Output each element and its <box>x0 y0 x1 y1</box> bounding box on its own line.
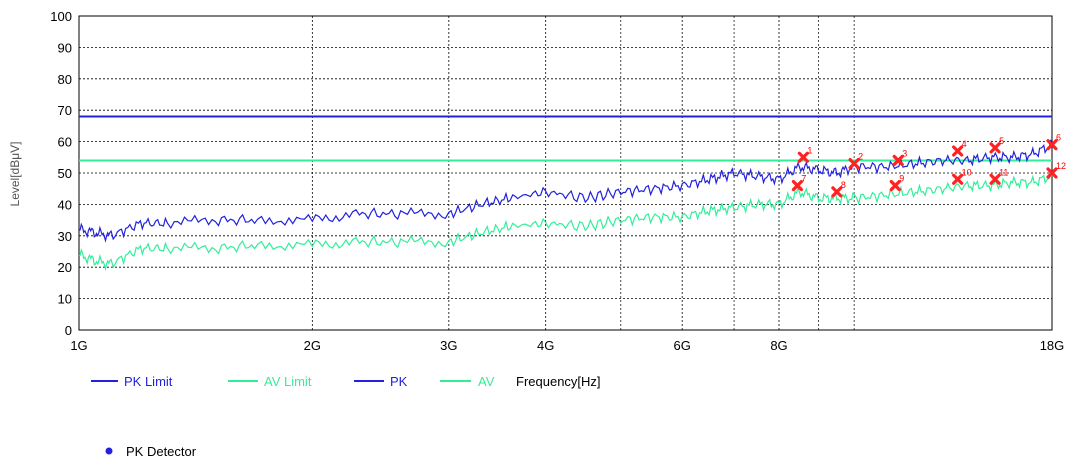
series-pk <box>78 139 1053 243</box>
marker-label: 11 <box>999 167 1008 177</box>
x-tick-label: 18G <box>1040 338 1065 353</box>
marker-x-icon <box>952 173 964 185</box>
x-tick-label: 2G <box>304 338 321 353</box>
marker-x-icon <box>848 157 860 170</box>
marker-label: 7 <box>801 174 806 184</box>
marker-1: 1 <box>797 145 812 163</box>
marker-label: 8 <box>841 180 846 190</box>
marker-11: 11 <box>989 167 1008 185</box>
marker-3: 3 <box>892 148 907 167</box>
marker-label: 9 <box>899 174 904 184</box>
x-tick-label: 3G <box>440 338 457 353</box>
marker-label: 12 <box>1056 161 1066 171</box>
marker-6: 6 <box>1046 133 1061 151</box>
legend-label-pk-limit: PK Limit <box>124 374 173 389</box>
marker-2: 2 <box>848 152 863 170</box>
detector-note: PK Detector <box>105 444 197 459</box>
marker-label: 1 <box>807 145 812 155</box>
x-tick-labels: 1G 2G 3G 4G 6G 8G 18G <box>70 338 1064 353</box>
y-axis-label: Level[dBμV] <box>8 142 22 207</box>
marker-5: 5 <box>989 136 1004 154</box>
y-tick-label: 90 <box>58 40 72 55</box>
limit-lines <box>79 115 1052 162</box>
marker-label: 6 <box>1056 133 1061 143</box>
marker-label: 4 <box>962 139 967 149</box>
detector-label: PK Detector <box>126 444 197 459</box>
detector-dot-icon <box>105 447 113 455</box>
y-tick-label: 80 <box>58 72 72 87</box>
y-tick-label: 0 <box>65 323 72 338</box>
x-tick-label: 8G <box>770 338 787 353</box>
y-tick-labels: 0 10 20 30 40 50 60 70 80 90 100 <box>50 9 72 338</box>
legend-label-av-limit: AV Limit <box>264 374 312 389</box>
x-tick-label: 6G <box>673 338 690 353</box>
marker-7: 7 <box>791 174 806 192</box>
marker-x-icon <box>791 179 804 192</box>
marker-x-icon <box>1046 167 1058 179</box>
marker-x-icon <box>989 142 1001 154</box>
legend-label-pk: PK <box>390 374 408 389</box>
y-tick-label: 70 <box>58 103 72 118</box>
marker-x-icon <box>989 173 1001 185</box>
marker-label: 10 <box>962 167 972 177</box>
marker-x-icon <box>889 179 901 192</box>
marker-x-icon <box>831 186 843 198</box>
marker-label: 5 <box>999 136 1004 146</box>
x-tick-label: 1G <box>70 338 87 353</box>
marker-label: 2 <box>858 152 863 162</box>
y-tick-label: 30 <box>58 229 72 244</box>
y-tick-label: 100 <box>50 9 72 24</box>
x-axis-label: Frequency[Hz] <box>516 374 601 389</box>
traces <box>78 139 1053 272</box>
marker-label: 3 <box>902 148 907 158</box>
marker-12: 12 <box>1046 161 1066 179</box>
x-tick-label: 4G <box>537 338 554 353</box>
marker-10: 10 <box>952 167 972 185</box>
y-tick-label: 40 <box>58 197 72 212</box>
grid <box>79 16 1052 330</box>
legend: PK Limit AV Limit PK AV Frequency[Hz] <box>91 374 601 389</box>
marker-8: 8 <box>831 180 846 198</box>
marker-4: 4 <box>952 139 967 157</box>
y-tick-label: 50 <box>58 166 72 181</box>
marker-x-icon <box>952 145 964 157</box>
marker-x-icon <box>797 151 809 163</box>
y-tick-label: 20 <box>58 260 72 275</box>
marker-x-icon <box>1046 139 1058 151</box>
y-tick-label: 10 <box>58 292 72 307</box>
marker-9: 9 <box>889 174 904 192</box>
marker-x-icon <box>892 154 904 167</box>
series-av <box>78 170 1053 272</box>
legend-label-av: AV <box>478 374 495 389</box>
y-tick-label: 60 <box>58 135 72 150</box>
